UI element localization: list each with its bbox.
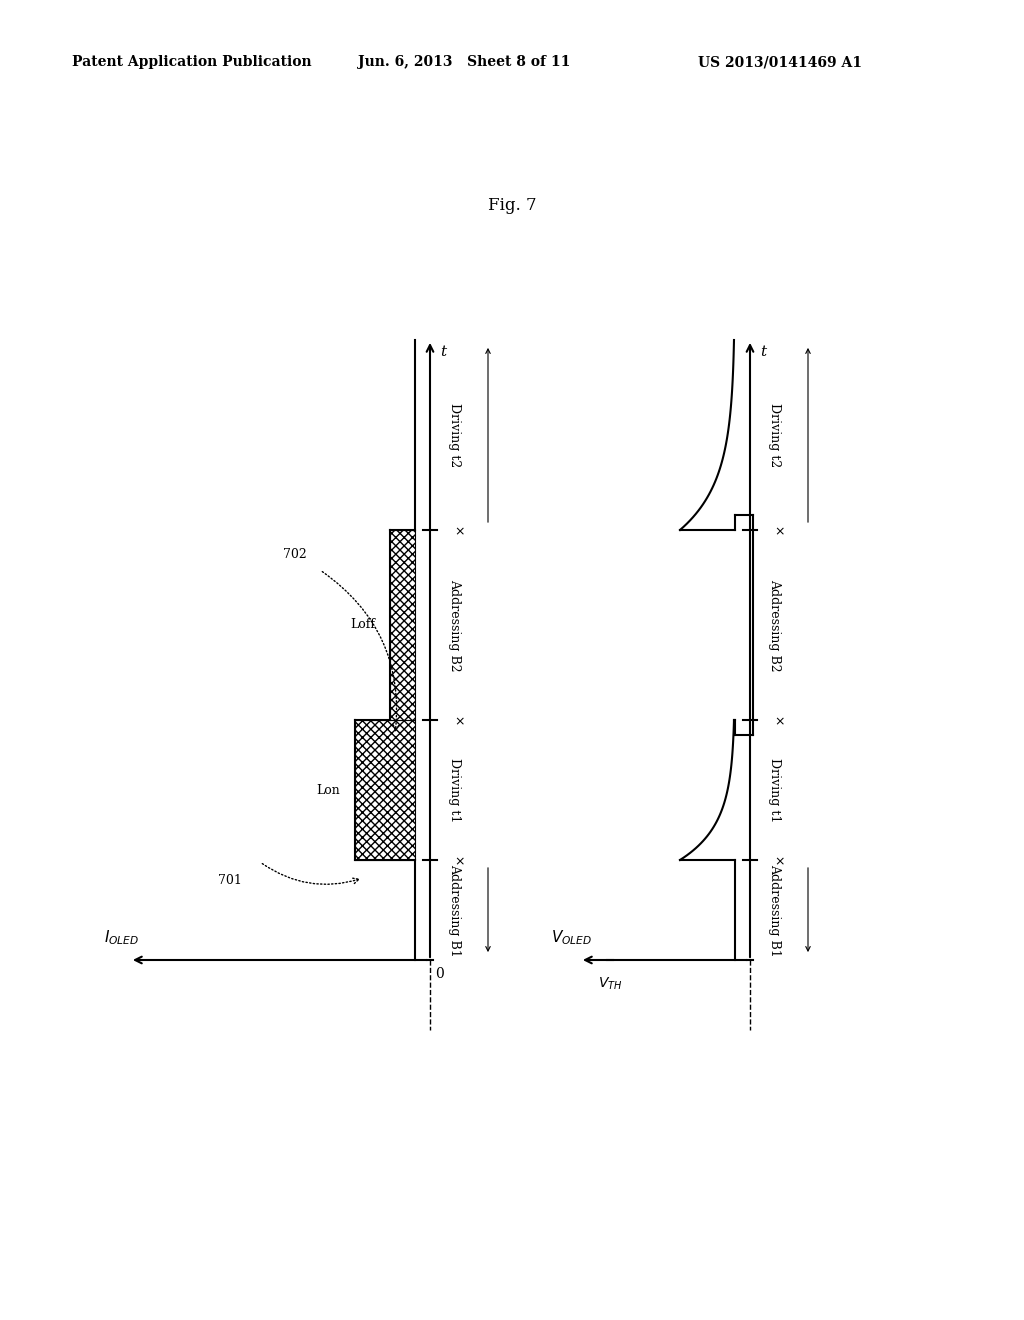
Text: Addressing B2: Addressing B2 bbox=[768, 578, 781, 672]
Text: Loff: Loff bbox=[350, 619, 375, 631]
Text: $V_{TH}$: $V_{TH}$ bbox=[598, 975, 623, 993]
Text: Driving t1: Driving t1 bbox=[449, 758, 461, 822]
Text: $I_{OLED}$: $I_{OLED}$ bbox=[104, 929, 139, 948]
Text: Fig. 7: Fig. 7 bbox=[487, 197, 537, 214]
Text: $V_{OLED}$: $V_{OLED}$ bbox=[551, 929, 593, 948]
Text: Patent Application Publication: Patent Application Publication bbox=[72, 55, 311, 69]
Text: t: t bbox=[440, 345, 446, 359]
Text: Addressing B2: Addressing B2 bbox=[449, 578, 461, 672]
Text: Addressing B1: Addressing B1 bbox=[768, 863, 781, 957]
Text: US 2013/0141469 A1: US 2013/0141469 A1 bbox=[698, 55, 862, 69]
Text: ×: × bbox=[775, 715, 785, 729]
Text: ×: × bbox=[775, 525, 785, 539]
Text: Lon: Lon bbox=[316, 784, 340, 796]
Text: t: t bbox=[760, 345, 766, 359]
Text: 0: 0 bbox=[435, 968, 444, 981]
Text: ×: × bbox=[455, 855, 465, 869]
Text: Driving t2: Driving t2 bbox=[768, 403, 781, 467]
Text: ×: × bbox=[455, 525, 465, 539]
Text: 701: 701 bbox=[218, 874, 242, 887]
Text: Driving t1: Driving t1 bbox=[768, 758, 781, 822]
Text: ×: × bbox=[775, 855, 785, 869]
Text: ×: × bbox=[455, 715, 465, 729]
Text: Addressing B1: Addressing B1 bbox=[449, 863, 461, 957]
Text: 702: 702 bbox=[283, 549, 307, 561]
Text: Driving t2: Driving t2 bbox=[449, 403, 461, 467]
Text: Jun. 6, 2013   Sheet 8 of 11: Jun. 6, 2013 Sheet 8 of 11 bbox=[358, 55, 570, 69]
